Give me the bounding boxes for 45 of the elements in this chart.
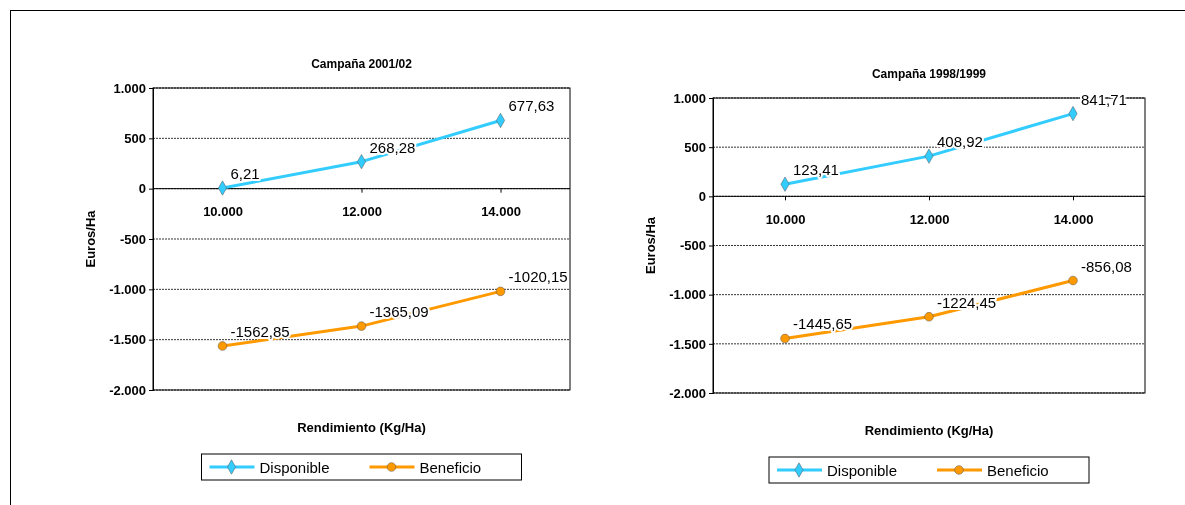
- y-tick-label: -500: [679, 238, 706, 254]
- data-label: 6,21: [230, 165, 260, 183]
- y-tick-label: 1.000: [113, 80, 146, 96]
- legend-label: Disponible: [827, 462, 898, 479]
- x-tick-label: 10.000: [203, 203, 243, 219]
- y-tick-label: -1.000: [109, 281, 146, 297]
- data-label: 677,63: [508, 97, 555, 115]
- chart-title: Campaña 2001/02: [311, 57, 413, 71]
- x-tick-label: 12.000: [909, 211, 950, 227]
- y-tick-label: 0: [698, 188, 706, 204]
- data-label: 123,41: [793, 161, 839, 179]
- legend-label: Disponible: [259, 459, 330, 476]
- data-label: -1020,15: [508, 268, 568, 286]
- point: [780, 333, 790, 344]
- data-label: 268,28: [369, 138, 416, 156]
- y-tick-label: -2.000: [669, 385, 706, 401]
- x-tick-label: 14.000: [481, 203, 521, 219]
- data-label: -856,08: [1081, 257, 1132, 275]
- legend-label: Beneficio: [987, 462, 1049, 479]
- chart-title: Campaña 1998/1999: [871, 67, 987, 81]
- y-tick-label: -1.000: [669, 287, 706, 303]
- point: [356, 321, 367, 331]
- y-tick-label: 0: [138, 181, 146, 197]
- x-tick-label: 10.000: [765, 211, 806, 227]
- y-tick-label: 1.000: [673, 90, 706, 106]
- y-tick-label: -1.500: [669, 336, 706, 352]
- y-tick-label: -1.500: [109, 332, 146, 348]
- x-axis-title: Rendimiento (Kg/Ha): [297, 420, 426, 435]
- point: [495, 286, 506, 296]
- y-tick-label: 500: [124, 130, 146, 146]
- data-label: -1562,85: [230, 322, 290, 340]
- data-label: 408,92: [937, 133, 983, 151]
- y-axis-title: Euros/Ha: [643, 216, 658, 275]
- data-label: -1445,65: [793, 315, 853, 333]
- x-tick-label: 14.000: [1053, 211, 1094, 227]
- x-tick-label: 12.000: [342, 203, 382, 219]
- y-tick-label: -2.000: [109, 382, 146, 398]
- point: [1068, 275, 1078, 286]
- y-tick-label: -500: [119, 231, 146, 247]
- point: [924, 312, 934, 322]
- y-tick-label: 500: [684, 139, 706, 155]
- point: [217, 341, 228, 351]
- legend-label: Beneficio: [419, 459, 482, 476]
- x-axis-title: Rendimiento (Kg/Ha): [864, 423, 994, 438]
- y-axis-title: Euros/Ha: [83, 209, 98, 268]
